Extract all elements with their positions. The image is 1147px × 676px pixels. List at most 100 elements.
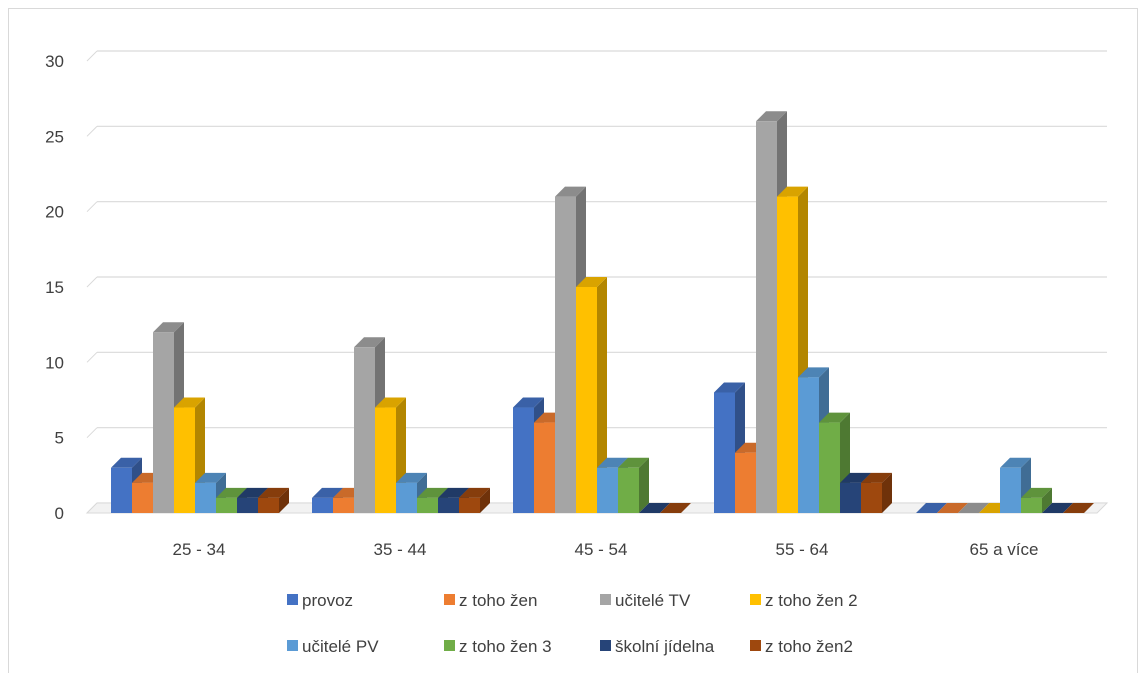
bar-top xyxy=(237,487,268,498)
bar-top xyxy=(1000,457,1031,468)
bar-4-6 xyxy=(1042,503,1073,513)
bar-front xyxy=(618,467,639,513)
bar-front xyxy=(396,482,417,513)
bar-top xyxy=(798,367,829,378)
gridline-slant-1 xyxy=(86,427,98,439)
legend-item-4: učitelé PV xyxy=(287,637,379,656)
bar-front xyxy=(714,392,735,513)
legend-swatch xyxy=(287,594,298,605)
bar-top xyxy=(513,397,544,408)
bar-top xyxy=(756,111,787,122)
bar-side xyxy=(279,487,289,513)
y-tick-label-3: 15 xyxy=(45,278,64,297)
legend-label: z toho žen 2 xyxy=(765,591,858,610)
legend-label: provoz xyxy=(302,591,353,610)
bar-front xyxy=(777,196,798,513)
y-tick-label-1: 5 xyxy=(55,429,64,448)
bar-top xyxy=(555,186,586,197)
bar-front xyxy=(756,121,777,514)
bar-top xyxy=(417,487,448,498)
bar-front xyxy=(132,482,153,513)
bar-top xyxy=(916,503,947,513)
bar-top xyxy=(819,412,850,423)
bar-front xyxy=(555,196,576,513)
bar-top xyxy=(576,277,607,287)
bar-top xyxy=(438,487,469,498)
legend-swatch xyxy=(287,640,298,651)
legend-swatch xyxy=(600,594,611,605)
bar-front xyxy=(438,497,459,513)
bar-2-7 xyxy=(660,503,691,513)
legend-item-7: z toho žen2 xyxy=(750,637,853,656)
bar-top xyxy=(1021,487,1052,498)
x-tick-label-2: 45 - 54 xyxy=(575,540,628,559)
bar-front xyxy=(861,482,882,513)
y-tick-label-2: 10 xyxy=(45,353,64,372)
bar-front xyxy=(840,482,861,513)
bar-front xyxy=(597,467,618,513)
bar-4-2 xyxy=(958,503,989,513)
legend-swatch xyxy=(600,640,611,651)
gridline-slant-3 xyxy=(86,276,98,288)
bars xyxy=(111,111,1094,514)
legend-swatch xyxy=(750,594,761,605)
bar-4-1 xyxy=(937,503,968,513)
legend-label: učitelé TV xyxy=(615,591,691,610)
bar-front xyxy=(735,452,756,513)
legend-item-3: z toho žen 2 xyxy=(750,591,858,610)
bar-front xyxy=(312,497,333,513)
bar-front xyxy=(819,422,840,513)
bar-top xyxy=(396,472,427,483)
bar-top xyxy=(174,397,205,408)
x-tick-label-4: 65 a více xyxy=(970,540,1039,559)
bar-front xyxy=(258,497,279,513)
bar-2-6 xyxy=(639,503,670,513)
bar-front xyxy=(576,287,597,513)
gridline-slant-2 xyxy=(86,351,98,363)
bar-front xyxy=(354,347,375,513)
y-tick-label-0: 0 xyxy=(55,504,64,523)
legend-swatch xyxy=(750,640,761,651)
bar-top xyxy=(861,472,892,483)
legend: provoz z toho žen učitelé TV z toho žen 2 uč… xyxy=(287,591,858,656)
bar-top xyxy=(354,337,385,348)
bar-top xyxy=(777,186,808,197)
legend-item-1: z toho žen xyxy=(444,591,537,610)
bar-top xyxy=(153,322,184,333)
bar-top xyxy=(639,503,670,513)
bar-top xyxy=(958,503,989,513)
bar-front xyxy=(798,377,819,513)
y-tick-label-5: 25 xyxy=(45,127,64,146)
bar-top xyxy=(195,472,226,483)
bar-front xyxy=(333,497,354,513)
x-tick-label-3: 55 - 64 xyxy=(776,540,829,559)
bar-front xyxy=(1021,497,1042,513)
gridline-slant-5 xyxy=(86,125,98,137)
bar-side xyxy=(480,487,490,513)
bar-4-5 xyxy=(1021,487,1052,513)
legend-label: z toho žen xyxy=(459,591,537,610)
legend-swatch xyxy=(444,640,455,651)
bar-side xyxy=(639,457,649,513)
bar-front xyxy=(1000,467,1021,513)
bar-side xyxy=(882,472,892,513)
bar-top xyxy=(216,487,247,498)
bar-front xyxy=(216,497,237,513)
gridline-slant-4 xyxy=(86,201,98,213)
bar-top xyxy=(459,487,490,498)
bar-2-5 xyxy=(618,457,649,513)
bar-top xyxy=(618,457,649,468)
bar-top xyxy=(312,487,343,498)
bar-top xyxy=(597,457,628,468)
bar-4-7 xyxy=(1063,503,1094,513)
bar-1-3 xyxy=(375,397,406,513)
legend-label: z toho žen 3 xyxy=(459,637,552,656)
legend-label: učitelé PV xyxy=(302,637,379,656)
bar-3-7 xyxy=(861,472,892,513)
bar-1-7 xyxy=(459,487,490,513)
bar-front xyxy=(459,497,480,513)
bar-top xyxy=(258,487,289,498)
bar-front xyxy=(111,467,132,513)
legend-item-0: provoz xyxy=(287,591,353,610)
